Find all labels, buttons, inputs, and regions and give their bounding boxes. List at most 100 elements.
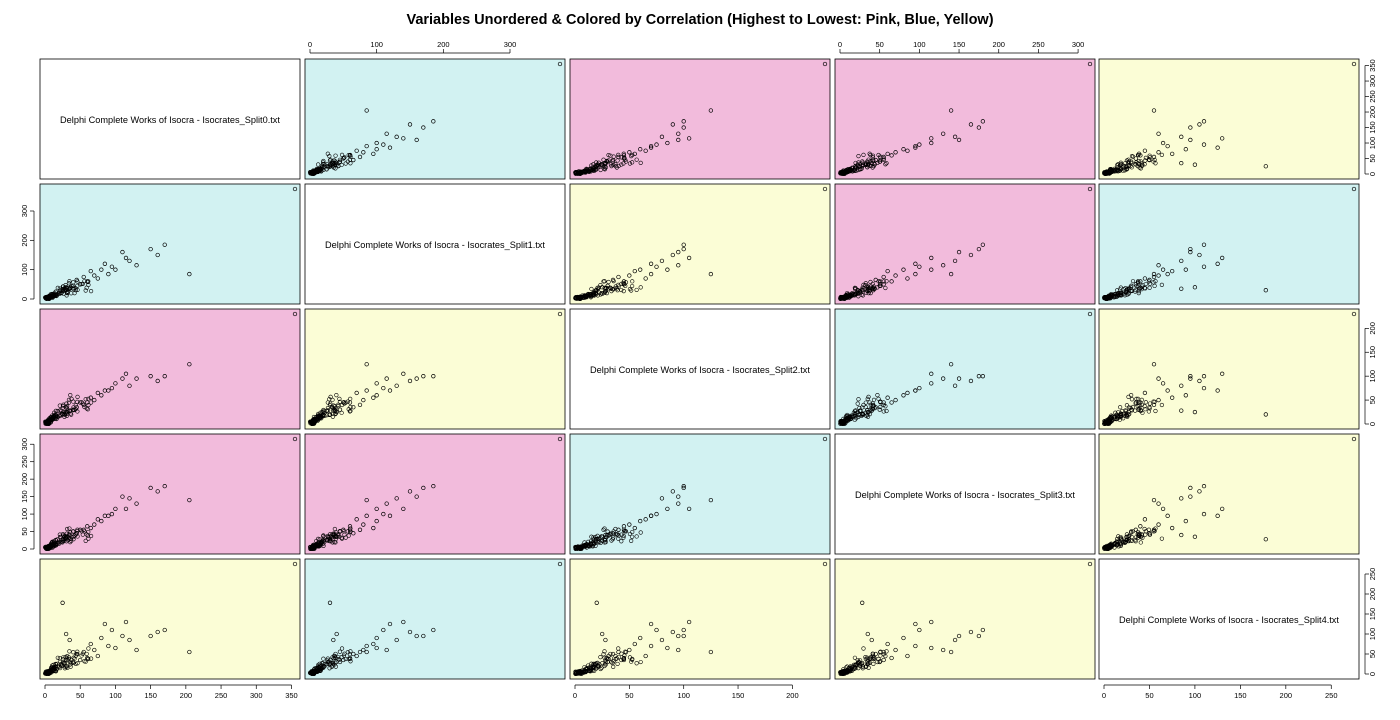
cloud-point-4-1-110	[324, 661, 329, 667]
cloud-point-2-1-133	[315, 417, 320, 422]
data-point-1-3-24	[956, 249, 962, 255]
data-point-3-0-17	[78, 527, 83, 532]
data-point-1-4-20	[1263, 288, 1268, 293]
y-tick-label-2-200: 200	[1368, 322, 1377, 335]
cloud-point-4-2-56	[601, 652, 606, 657]
data-point-1-2-10	[648, 271, 654, 277]
data-point-0-1-12	[354, 148, 359, 153]
data-point-0-2-1	[708, 108, 714, 113]
data-point-3-4-18	[1147, 531, 1152, 536]
data-point-4-0-16	[81, 649, 86, 655]
data-point-3-0-4	[148, 485, 153, 491]
cloud-point-4-3-90	[851, 662, 857, 667]
cloud-point-1-0-128	[67, 279, 72, 284]
data-point-4-1-10	[364, 643, 369, 649]
y-tick-label-4-50: 50	[1368, 650, 1377, 658]
cloud-point-1-0-11	[55, 285, 60, 290]
cloud-point-2-4-125	[1118, 405, 1123, 410]
cloud-point-4-0-72	[75, 649, 80, 654]
data-point-1-0-23	[102, 261, 108, 266]
data-point-0-3-17	[881, 156, 886, 161]
cloud-point-4-3-113	[863, 654, 868, 660]
data-point-4-2-5	[676, 647, 681, 653]
data-point-3-0-18	[74, 531, 79, 536]
data-point-1-0-18	[74, 277, 79, 283]
cloud-point-0-1-135	[321, 167, 326, 172]
data-point-1-2-24	[676, 249, 681, 255]
cloud-point-0-1-117	[318, 167, 323, 172]
data-point-4-2-23	[648, 621, 654, 627]
data-point-4-1-22	[331, 637, 336, 643]
x-tick-label-2-50: 50	[625, 691, 633, 700]
data-point-2-3-15	[889, 400, 894, 405]
panel-2-2	[569, 308, 831, 430]
data-point-4-1-8	[374, 645, 379, 651]
data-point-3-0-6	[127, 496, 132, 501]
data-point-3-1-5	[384, 501, 389, 506]
cloud-point-2-4-135	[1118, 412, 1123, 418]
data-point-3-4-2	[1201, 483, 1207, 489]
cloud-point-4-2-122	[574, 670, 579, 675]
data-point-3-0-11	[99, 518, 104, 524]
cloud-point-2-1-56	[347, 409, 352, 414]
data-point-4-1-7	[401, 619, 406, 625]
data-point-1-0-10	[106, 271, 111, 277]
cloud-point-4-1-128	[348, 649, 353, 654]
data-point-1-0-3	[155, 252, 160, 258]
x-tick-label-3-150: 150	[953, 40, 966, 49]
cloud-point-0-2-136	[573, 170, 578, 175]
data-point-1-0-15	[85, 279, 90, 284]
data-point-4-3-2	[980, 627, 986, 633]
cloud-point-1-2-54	[606, 279, 611, 285]
cloud-point-4-1-135	[321, 664, 326, 669]
cloud-point-1-3-121	[866, 291, 871, 296]
cloud-point-2-3-93	[867, 400, 872, 405]
data-point-3-0-8	[113, 506, 118, 511]
data-point-2-0-8	[113, 381, 118, 386]
data-point-1-0-22	[67, 286, 72, 291]
cloud-point-2-4-119	[1129, 397, 1135, 402]
cloud-point-1-4-136	[1107, 296, 1112, 301]
cloud-point-4-0-138	[48, 670, 53, 675]
cloud-point-0-1-101	[339, 152, 345, 157]
cloud-point-3-1-131	[322, 539, 327, 544]
data-point-4-3-9	[917, 627, 922, 633]
data-point-0-1-2	[431, 119, 436, 124]
cloud-point-4-3-88	[852, 666, 857, 671]
data-point-0-2-0	[822, 61, 828, 67]
cloud-point-4-2-136	[573, 669, 578, 674]
data-point-0-2-2	[681, 119, 686, 124]
data-point-0-3-20	[860, 164, 865, 169]
data-point-4-3-7	[929, 619, 934, 625]
data-point-4-0-24	[120, 633, 125, 639]
cloud-point-0-2-123	[619, 162, 624, 167]
data-point-3-4-19	[1129, 529, 1134, 534]
data-point-4-0-17	[78, 657, 83, 663]
data-point-3-1-15	[347, 524, 353, 529]
cloud-point-0-4-137	[1127, 163, 1132, 168]
x-tick-label-2-200: 200	[786, 691, 799, 700]
x-tick-label-4-150: 150	[1234, 691, 1247, 700]
data-point-1-4-10	[1165, 271, 1170, 277]
data-point-2-0-3	[155, 378, 160, 384]
cloud-point-4-0-110	[53, 661, 58, 667]
data-point-3-0-12	[95, 517, 100, 522]
x-tick-label-0-300: 300	[250, 691, 263, 700]
y-tick-label-4-200: 200	[1368, 588, 1377, 601]
data-point-0-3-9	[917, 142, 922, 147]
data-point-1-0-5	[134, 263, 139, 268]
data-point-1-4-12	[1142, 276, 1148, 281]
cloud-point-0-2-129	[575, 171, 580, 176]
data-point-1-3-6	[952, 258, 958, 264]
cloud-point-4-3-135	[845, 664, 850, 669]
data-point-3-1-21	[334, 534, 339, 539]
cloud-point-0-1-111	[327, 164, 332, 170]
cloud-point-1-2-134	[588, 295, 593, 300]
y-tick-label-3-100: 100	[20, 508, 29, 521]
cloud-point-3-1-128	[348, 526, 353, 531]
data-point-1-3-9	[917, 264, 922, 269]
data-point-3-1-22	[331, 532, 336, 538]
data-point-2-1-20	[327, 412, 333, 417]
panel-4-3	[834, 558, 1096, 680]
cloud-point-2-0-135	[52, 412, 57, 418]
